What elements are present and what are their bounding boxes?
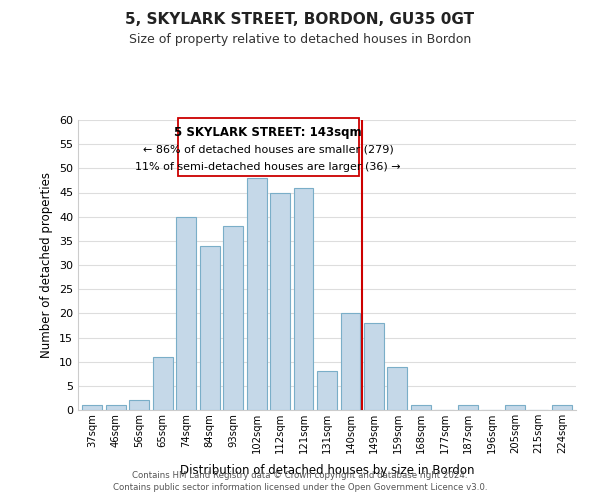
Bar — [505, 405, 525, 410]
Bar — [200, 246, 220, 410]
Bar — [129, 400, 149, 410]
Bar — [411, 405, 431, 410]
Text: Size of property relative to detached houses in Bordon: Size of property relative to detached ho… — [129, 32, 471, 46]
Text: 5, SKYLARK STREET, BORDON, GU35 0GT: 5, SKYLARK STREET, BORDON, GU35 0GT — [125, 12, 475, 28]
Bar — [388, 366, 407, 410]
Bar — [223, 226, 243, 410]
Text: ← 86% of detached houses are smaller (279): ← 86% of detached houses are smaller (27… — [143, 144, 394, 154]
Bar — [176, 216, 196, 410]
Bar — [247, 178, 266, 410]
Bar — [341, 314, 361, 410]
Text: 11% of semi-detached houses are larger (36) →: 11% of semi-detached houses are larger (… — [136, 162, 401, 172]
Bar — [364, 323, 384, 410]
Bar — [82, 405, 102, 410]
Bar — [552, 405, 572, 410]
Bar — [317, 372, 337, 410]
Text: Contains public sector information licensed under the Open Government Licence v3: Contains public sector information licen… — [113, 484, 487, 492]
Y-axis label: Number of detached properties: Number of detached properties — [40, 172, 53, 358]
Bar — [270, 192, 290, 410]
Bar — [458, 405, 478, 410]
Text: 5 SKYLARK STREET: 143sqm: 5 SKYLARK STREET: 143sqm — [175, 126, 362, 140]
X-axis label: Distribution of detached houses by size in Bordon: Distribution of detached houses by size … — [180, 464, 474, 477]
Bar — [106, 405, 125, 410]
Bar — [152, 357, 173, 410]
Text: Contains HM Land Registry data © Crown copyright and database right 2024.: Contains HM Land Registry data © Crown c… — [132, 471, 468, 480]
FancyBboxPatch shape — [178, 118, 359, 176]
Bar — [293, 188, 313, 410]
